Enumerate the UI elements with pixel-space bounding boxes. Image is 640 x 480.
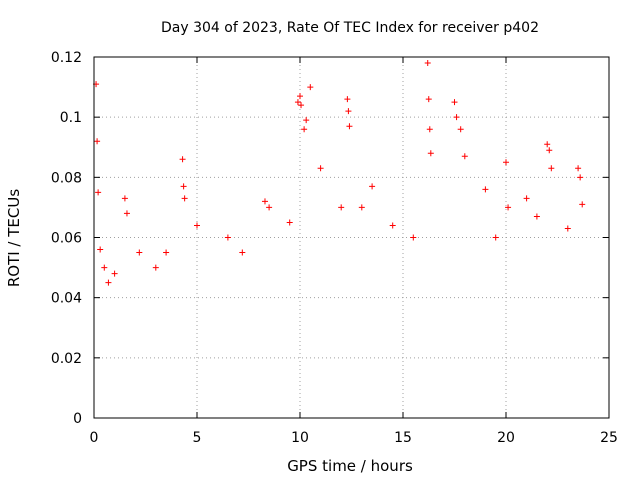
data-point — [294, 99, 301, 106]
data-point — [180, 183, 187, 190]
data-point — [533, 213, 540, 220]
data-point — [461, 153, 468, 160]
data-point — [389, 222, 396, 229]
data-point — [426, 126, 433, 133]
data-point — [317, 165, 324, 172]
data-point — [105, 279, 112, 286]
y-tick-label: 0.02 — [51, 351, 82, 367]
data-point — [523, 195, 530, 202]
data-point — [548, 165, 555, 172]
data-point — [451, 99, 458, 106]
data-point — [344, 96, 351, 103]
y-tick-label: 0.1 — [60, 110, 82, 126]
data-point — [505, 204, 512, 211]
data-point — [577, 174, 584, 181]
data-point — [307, 84, 314, 91]
data-point — [338, 204, 345, 211]
plot-frame — [93, 56, 610, 419]
data-point — [121, 195, 128, 202]
data-point — [358, 204, 365, 211]
data-point — [239, 249, 246, 256]
data-point — [410, 234, 417, 241]
data-point — [575, 165, 582, 172]
data-point — [266, 204, 273, 211]
y-tick-label: 0.04 — [51, 291, 82, 307]
data-point — [194, 222, 200, 229]
grid — [94, 57, 609, 418]
axis-ticks: 0 5 10 15 20 25 0 0.02 0.04 0.06 0.08 0.1 0.12 — [51, 50, 618, 446]
x-tick-label: 5 — [193, 430, 202, 446]
x-tick-label: 10 — [291, 430, 309, 446]
data-point — [111, 270, 118, 277]
data-point — [457, 126, 464, 133]
data-point — [303, 117, 310, 124]
data-point — [136, 249, 143, 256]
data-point — [261, 198, 268, 205]
data-point — [453, 114, 460, 121]
data-point — [94, 138, 101, 145]
data-point — [345, 108, 352, 115]
data-points — [93, 60, 586, 286]
data-point — [564, 225, 571, 232]
data-point — [298, 102, 305, 109]
data-point — [482, 186, 489, 193]
x-tick-label: 25 — [600, 430, 618, 446]
data-point — [95, 189, 102, 196]
data-point — [425, 96, 432, 103]
x-tick-label: 20 — [497, 430, 515, 446]
data-point — [179, 156, 186, 163]
y-axis-label: ROTI / TECUs — [5, 189, 23, 287]
y-tick-label: 0.08 — [51, 170, 82, 186]
data-point — [424, 60, 431, 67]
data-point — [301, 126, 308, 133]
data-point — [297, 93, 303, 100]
data-point — [163, 249, 170, 256]
data-point — [369, 183, 376, 190]
x-tick-label: 0 — [90, 430, 99, 446]
data-point — [427, 150, 434, 157]
x-tick-label: 15 — [394, 430, 412, 446]
data-point — [101, 264, 108, 271]
data-point — [503, 159, 509, 166]
y-tick-label: 0.12 — [51, 50, 82, 66]
x-axis-label: GPS time / hours — [287, 457, 413, 475]
data-point — [224, 234, 231, 241]
data-point — [152, 264, 159, 271]
data-point — [97, 246, 104, 253]
data-point — [579, 201, 586, 208]
y-tick-label: 0 — [73, 411, 82, 427]
data-point — [544, 141, 551, 148]
data-point — [181, 195, 188, 202]
y-tick-label: 0.06 — [51, 231, 82, 247]
chart-title: Day 304 of 2023, Rate Of TEC Index for r… — [161, 20, 539, 36]
data-point — [546, 147, 553, 154]
data-point — [492, 234, 499, 241]
data-point — [346, 123, 353, 130]
data-point — [123, 210, 130, 217]
data-point — [286, 219, 293, 226]
